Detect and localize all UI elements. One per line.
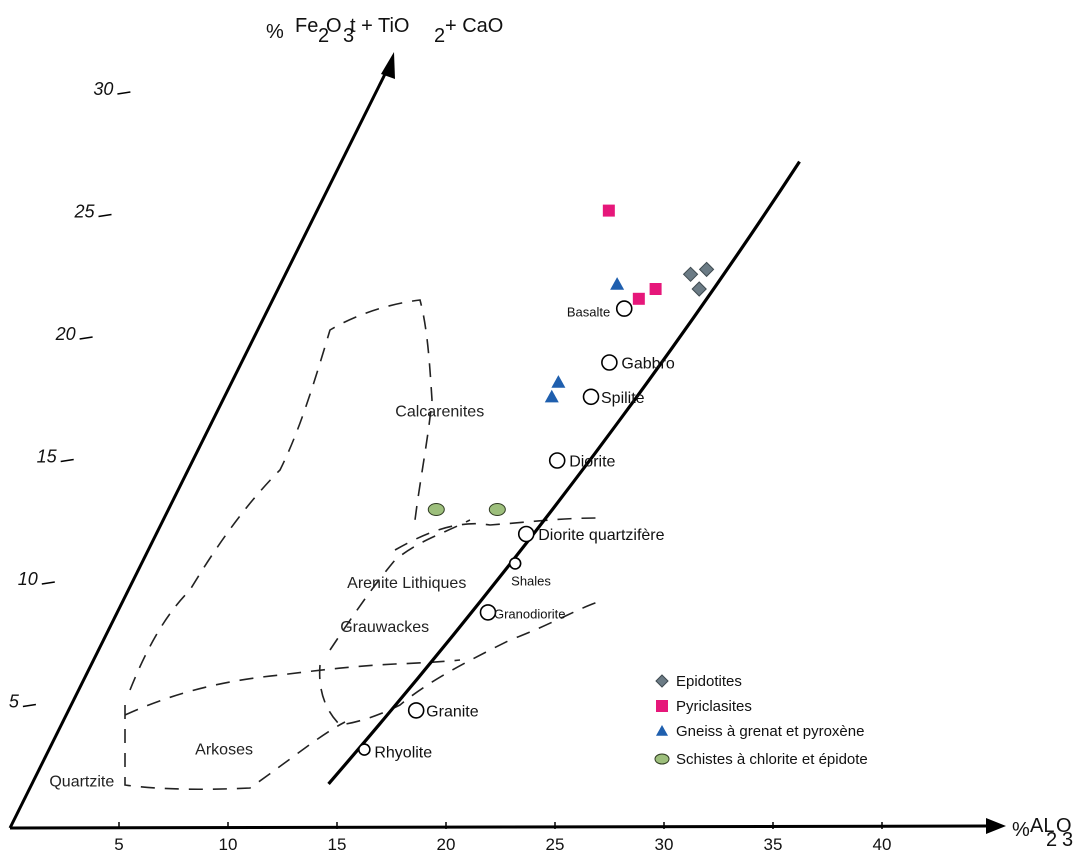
y-tick-20 [79, 336, 93, 340]
x-tick-label-15: 15 [328, 835, 347, 852]
legend-marker-3 [654, 753, 670, 765]
rock-point-4 [517, 525, 535, 543]
field-label-4: Grauwackes [340, 619, 429, 636]
field-labels: Calcarenites Arenite Lithiques Arkoses Quar… [49, 403, 484, 790]
rock-label-5: Diorite [569, 454, 615, 471]
legend-label-3: Schistes à chlorite et épidote [676, 751, 868, 768]
x-ticks: 5 10 15 20 25 30 35 40 [114, 822, 891, 852]
magmatic-trend-line [327, 160, 801, 785]
field-boundary-calcarenites [129, 299, 433, 691]
x-tick-label-30: 30 [655, 835, 674, 852]
rock-label-4: Diorite quartzifère [538, 527, 664, 544]
field-label-1: Arenite Lithiques [347, 575, 466, 592]
axes: 5 10 15 20 25 30 35 40 5 10 15 20 25 30 [8, 52, 1006, 852]
x-axis-title-subscript: 2 [1046, 829, 1057, 851]
y-tick-label-15: 15 [37, 447, 58, 467]
rock-label-6: Spilite [601, 390, 645, 407]
data-series [427, 204, 715, 516]
x-axis-title-o: O [1056, 815, 1072, 837]
field-boundary-upper [394, 517, 599, 551]
rock-label-0: Rhyolite [374, 745, 432, 762]
x-tick-label-5: 5 [114, 835, 123, 852]
field-boundary-arkoses-bottom [124, 705, 346, 791]
y-tick-label-20: 20 [55, 324, 76, 344]
y-tick-label-10: 10 [18, 569, 38, 589]
legend-marker-2 [656, 725, 668, 736]
y-tick-5 [22, 703, 37, 708]
x-axis-title-subscript-3: 3 [1062, 829, 1073, 851]
y-axis-title-text: Fe [295, 15, 318, 37]
legend: Epidotites Pyriclasites Gneiss à grenat et… [654, 673, 868, 768]
rock-label-2: Granodiorite [494, 606, 566, 621]
field-label-3: Quartzite [49, 773, 114, 790]
y-axis-title-rest: t + TiO [350, 15, 409, 37]
series-0-point-2 [691, 281, 707, 297]
legend-label-0: Epidotites [676, 673, 742, 690]
rock-point-7 [601, 354, 618, 371]
x-axis-title-text: AL [1030, 815, 1054, 837]
y-axis-title-end: + CaO [445, 15, 503, 37]
y-axis-arrow [381, 52, 395, 79]
field-label-2: Arkoses [195, 742, 253, 759]
series-1-point-2 [649, 283, 662, 295]
rock-point-1 [407, 702, 425, 719]
y-tick-label-5: 5 [9, 692, 20, 712]
field-boundary-arenite [329, 519, 471, 651]
x-axis-title: % AL 2 O 3 [1012, 815, 1073, 851]
series-3-point-0 [427, 503, 445, 516]
rock-label-7: Gabbro [621, 356, 674, 373]
x-tick-label-35: 35 [764, 835, 783, 852]
y-axis-title-sub2: 2 [318, 25, 329, 47]
legend-label-1: Pyriclasites [676, 698, 752, 715]
y-axis-title-o: O [326, 15, 342, 37]
x-axis-title-percent: % [1012, 819, 1030, 841]
field-label-0: Calcarenites [395, 403, 484, 420]
series-2-point-2 [544, 389, 559, 403]
x-axis-line [9, 824, 991, 830]
y-tick-15 [60, 458, 74, 463]
y-tick-label-25: 25 [73, 202, 95, 222]
y-axis-title: % Fe 2 O 3 t + TiO 2 + CaO [266, 15, 503, 47]
y-tick-10 [41, 581, 55, 585]
y-axis-line [8, 67, 390, 829]
x-tick-label-20: 20 [437, 835, 456, 852]
x-tick-label-25: 25 [546, 835, 565, 852]
x-tick-label-10: 10 [219, 835, 238, 852]
field-boundary-grauwackes [318, 601, 599, 726]
rock-point-5 [548, 452, 566, 469]
legend-marker-0 [655, 674, 669, 688]
y-axis-title-sub3: 3 [343, 25, 354, 47]
y-tick-label-30: 30 [93, 79, 113, 99]
series-2-point-1 [551, 375, 566, 388]
legend-label-2: Gneiss à grenat et pyroxène [676, 723, 864, 740]
x-axis-arrow [986, 818, 1006, 834]
series-3-point-1 [488, 503, 506, 516]
rock-point-8 [615, 300, 633, 317]
y-ticks: 5 10 15 20 25 30 [9, 79, 131, 712]
series-1-point-1 [632, 292, 645, 305]
y-axis-title-percent: % [266, 21, 284, 43]
rock-type-points: Rhyolite Granite Granodiorite Shales Diorite… [358, 300, 675, 762]
x-tick-label-40: 40 [873, 835, 892, 852]
series-2-point-0 [610, 277, 625, 290]
series-0-point-0 [682, 266, 699, 283]
rock-point-3 [508, 557, 522, 570]
rock-label-8: Basalte [567, 305, 610, 320]
y-tick-25 [98, 213, 112, 218]
y-tick-30 [117, 91, 131, 95]
series-1-point-0 [602, 204, 615, 217]
classification-fields [124, 299, 599, 791]
y-axis-title-sub-ti: 2 [434, 25, 445, 47]
rock-point-0 [358, 743, 371, 756]
rock-point-6 [582, 388, 600, 406]
rock-point-2 [479, 604, 497, 621]
series-0-point-1 [698, 261, 715, 278]
rock-label-1: Granite [426, 703, 479, 720]
legend-marker-1 [656, 700, 668, 712]
rock-label-3: Shales [511, 573, 551, 588]
field-boundary-arkoses-top [124, 659, 461, 716]
